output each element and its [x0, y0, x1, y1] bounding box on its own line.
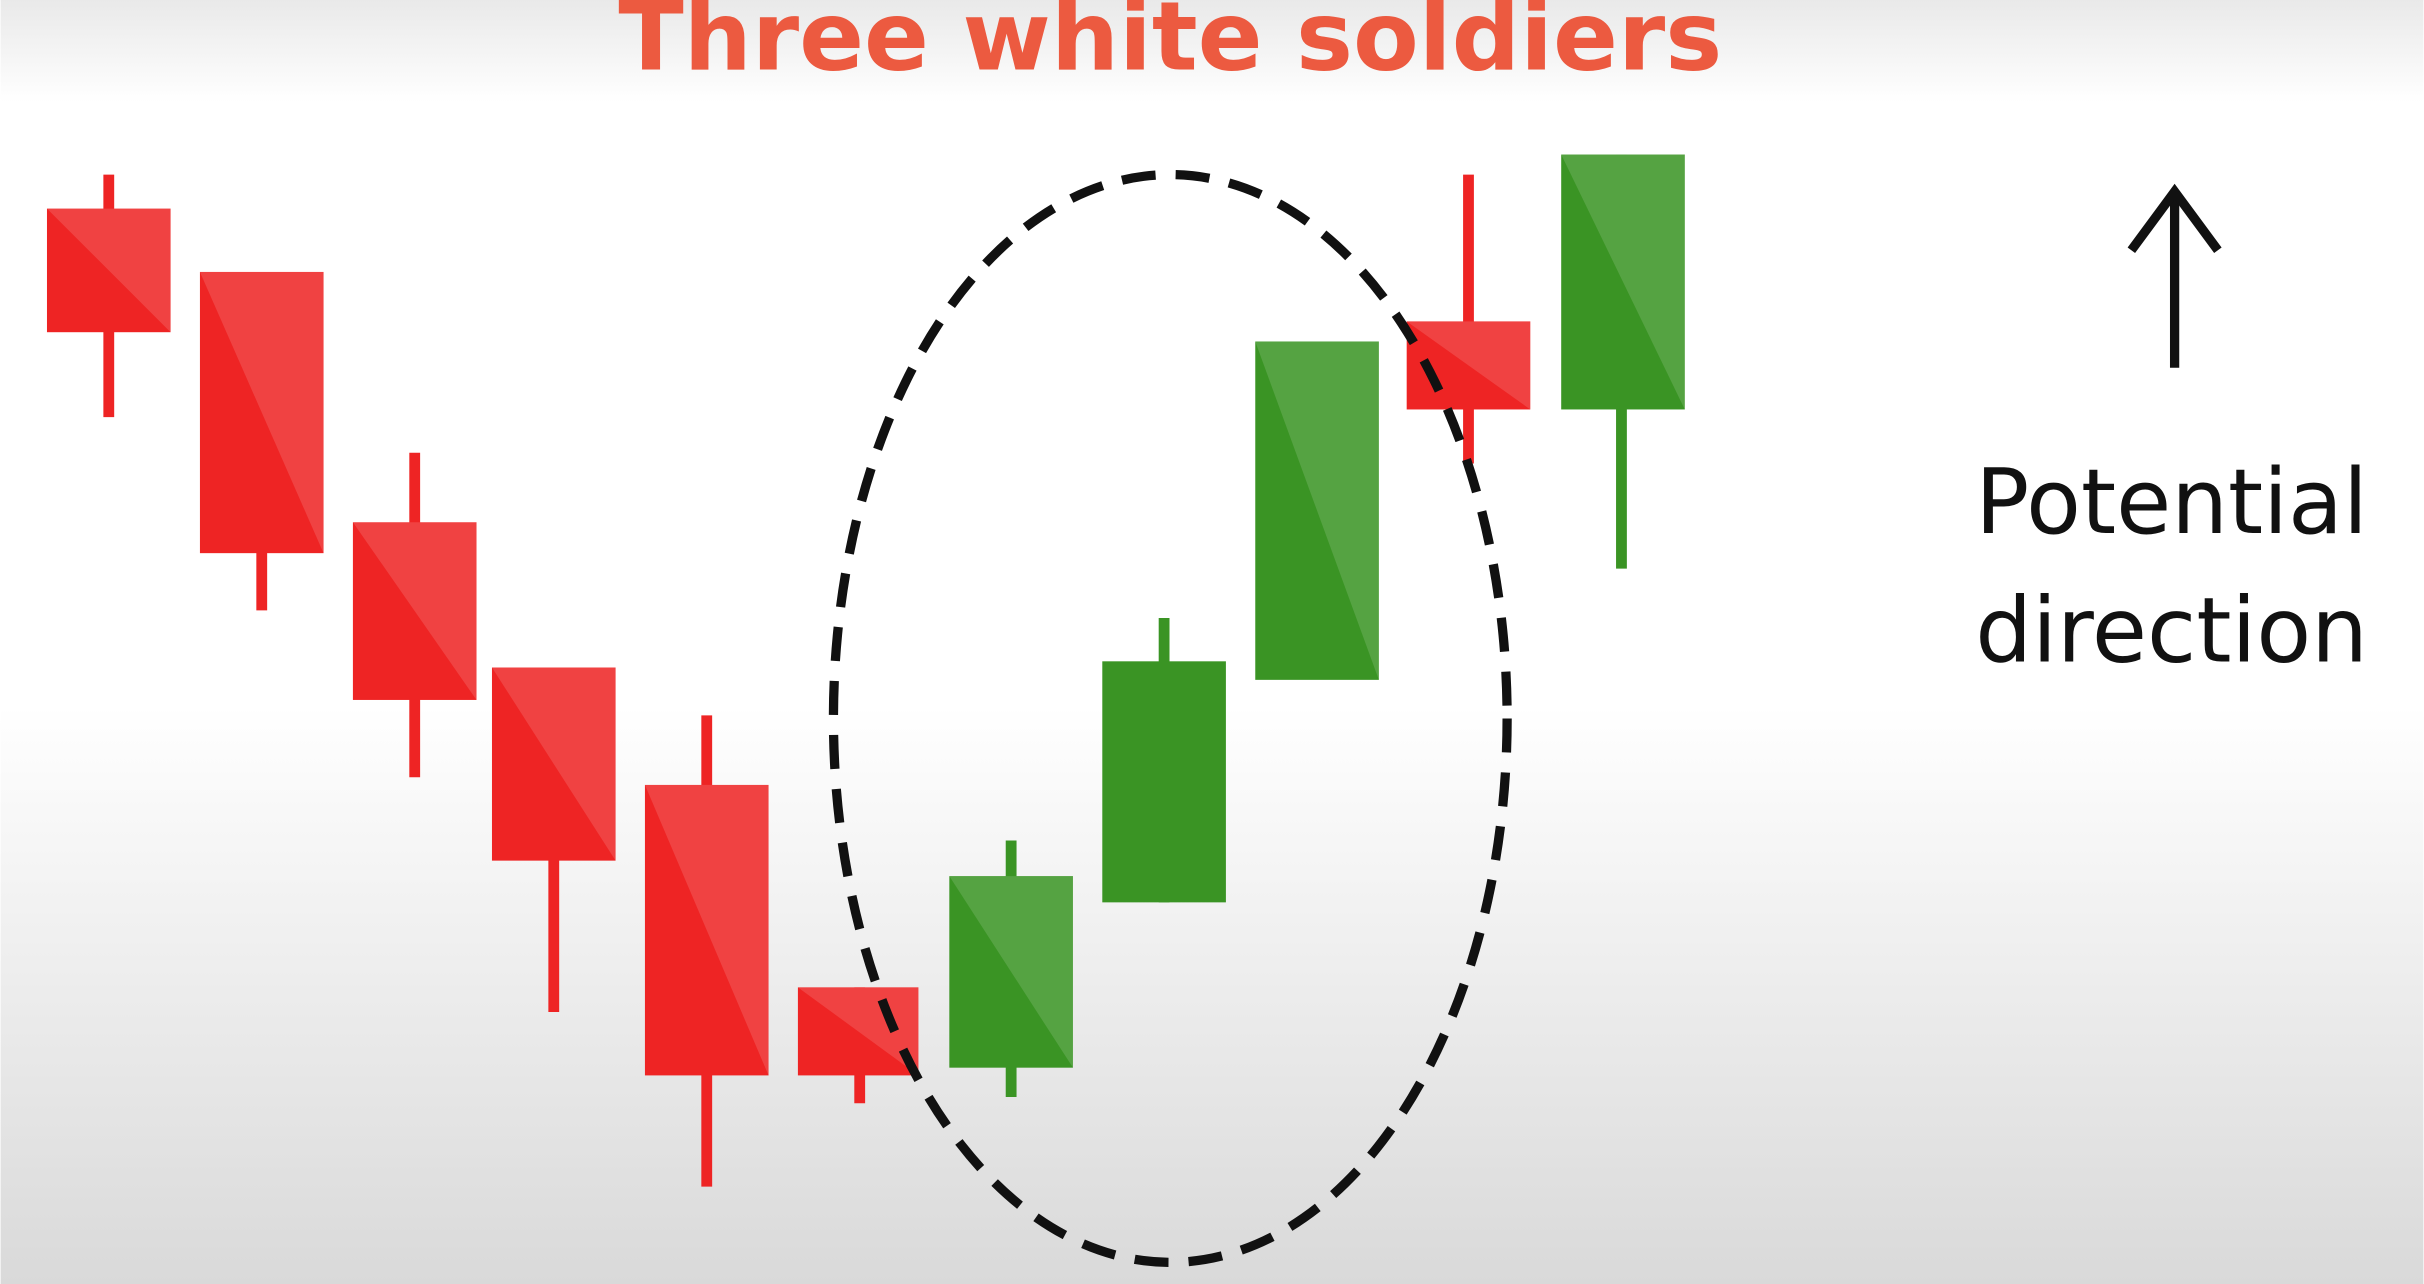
gloss [644, 784, 769, 1076]
candles [46, 154, 1685, 1187]
arrow-head [2127, 183, 2222, 254]
candle-body [797, 987, 919, 1076]
annotation-line: Potential [1975, 451, 2368, 555]
candle-body [644, 784, 769, 1076]
candle-body [352, 522, 477, 700]
direction-arrow [2127, 183, 2222, 368]
candle-body [199, 271, 324, 554]
gloss [199, 271, 324, 554]
candle-body [1102, 661, 1226, 903]
annotation-line: direction [1975, 579, 2368, 683]
gloss [491, 667, 616, 861]
candle-body [491, 667, 616, 861]
title: Three white soldiers [618, 0, 1722, 93]
candle-body [949, 876, 1073, 1068]
candle-body [1255, 341, 1379, 680]
candle-body [1561, 154, 1685, 410]
highlight-ellipse [828, 169, 1512, 1268]
gloss [949, 876, 1073, 1068]
gloss [1561, 154, 1685, 410]
candle-body [46, 208, 171, 333]
